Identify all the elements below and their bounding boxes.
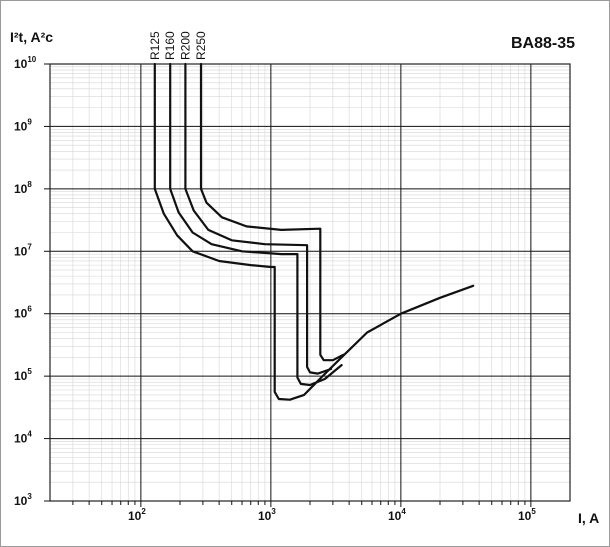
curve-r160 [169, 62, 343, 387]
y-tick-label: 106 [14, 305, 32, 321]
x-tick-label: 102 [128, 507, 146, 523]
series-label-r125: R125 [148, 31, 162, 60]
y-axis-label: I²t, A²c [10, 29, 53, 45]
y-tick-label: 109 [14, 117, 32, 133]
series-label-r200: R200 [178, 31, 192, 60]
y-tick-label: 104 [14, 430, 32, 446]
x-axis-label: I, A [578, 510, 599, 526]
chart-title: BA88-35 [511, 35, 575, 52]
series-label-r250: R250 [194, 31, 208, 60]
axis-ticks [44, 63, 532, 507]
x-tick-label: 104 [388, 507, 406, 523]
x-tick-label: 105 [518, 507, 536, 523]
x-tick-labels: 102 103 104 105 [128, 507, 536, 523]
y-tick-label: 103 [14, 492, 32, 508]
y-tick-label: 1010 [14, 55, 37, 71]
minor-grid [50, 64, 570, 501]
curves [153, 62, 475, 401]
curve-r200 [184, 62, 333, 375]
y-tick-label: 107 [14, 242, 32, 258]
curve-r250 [199, 62, 345, 362]
major-grid [50, 63, 570, 502]
series-labels: R125 R160 R200 R250 [148, 31, 208, 60]
x-tick-label: 103 [258, 507, 276, 523]
curve-r125 [153, 62, 475, 401]
y-tick-labels: 103 104 105 106 107 108 109 1010 [14, 55, 37, 508]
y-tick-label: 105 [14, 367, 32, 383]
series-label-r160: R160 [163, 31, 177, 60]
y-tick-label: 108 [14, 180, 32, 196]
